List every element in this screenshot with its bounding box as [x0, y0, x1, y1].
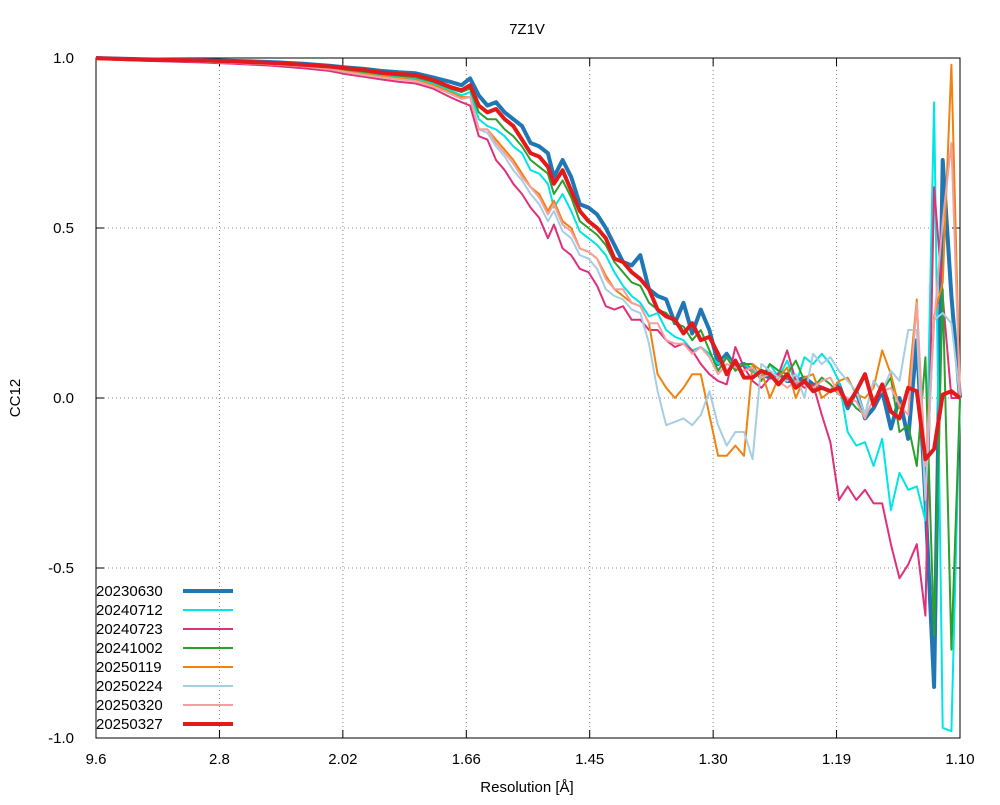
legend-label: 20241002: [96, 640, 163, 657]
x-tick-label: 1.30: [699, 751, 728, 768]
grid-layer: [96, 58, 960, 738]
x-tick-label: 1.19: [822, 751, 851, 768]
x-tick-label: 1.66: [452, 751, 481, 768]
series-line-20240712: [95, 57, 961, 733]
x-tick-label: 2.8: [209, 751, 230, 768]
x-tick-label: 2.02: [328, 751, 357, 768]
legend-label: 20230630: [96, 583, 163, 600]
legend-label: 20250224: [96, 678, 163, 695]
series-layer: [95, 56, 962, 733]
chart-title: 7Z1V: [509, 21, 545, 38]
series-line-20240723: [95, 58, 960, 617]
legend-label: 20250119: [96, 659, 162, 676]
legend-label: 20240723: [96, 621, 163, 638]
legend-label: 20250327: [96, 716, 163, 733]
legend-label: 20240712: [96, 602, 163, 619]
x-tick-label: 1.45: [575, 751, 604, 768]
series-line-20250327: [95, 56, 962, 462]
y-tick-label: 1.0: [53, 50, 74, 67]
x-axis-label: Resolution [Å]: [480, 779, 573, 796]
series-line-20250224: [95, 57, 961, 501]
series-line-20250320: [95, 57, 961, 467]
series-line-20250119: [95, 57, 961, 501]
y-tick-label: 0.5: [53, 220, 74, 237]
y-tick-label: 0.0: [53, 390, 74, 407]
x-tick-label: 9.6: [86, 751, 107, 768]
legend: 20230630 20240712 20240723 20241002 20250119…: [96, 583, 233, 733]
series-line-20241002: [95, 57, 961, 651]
x-tick-label: 1.10: [945, 751, 974, 768]
y-tick-label: -1.0: [48, 730, 74, 747]
y-tick-label: -0.5: [48, 560, 74, 577]
y-axis-label: CC12: [7, 379, 24, 417]
legend-label: 20250320: [96, 697, 163, 714]
